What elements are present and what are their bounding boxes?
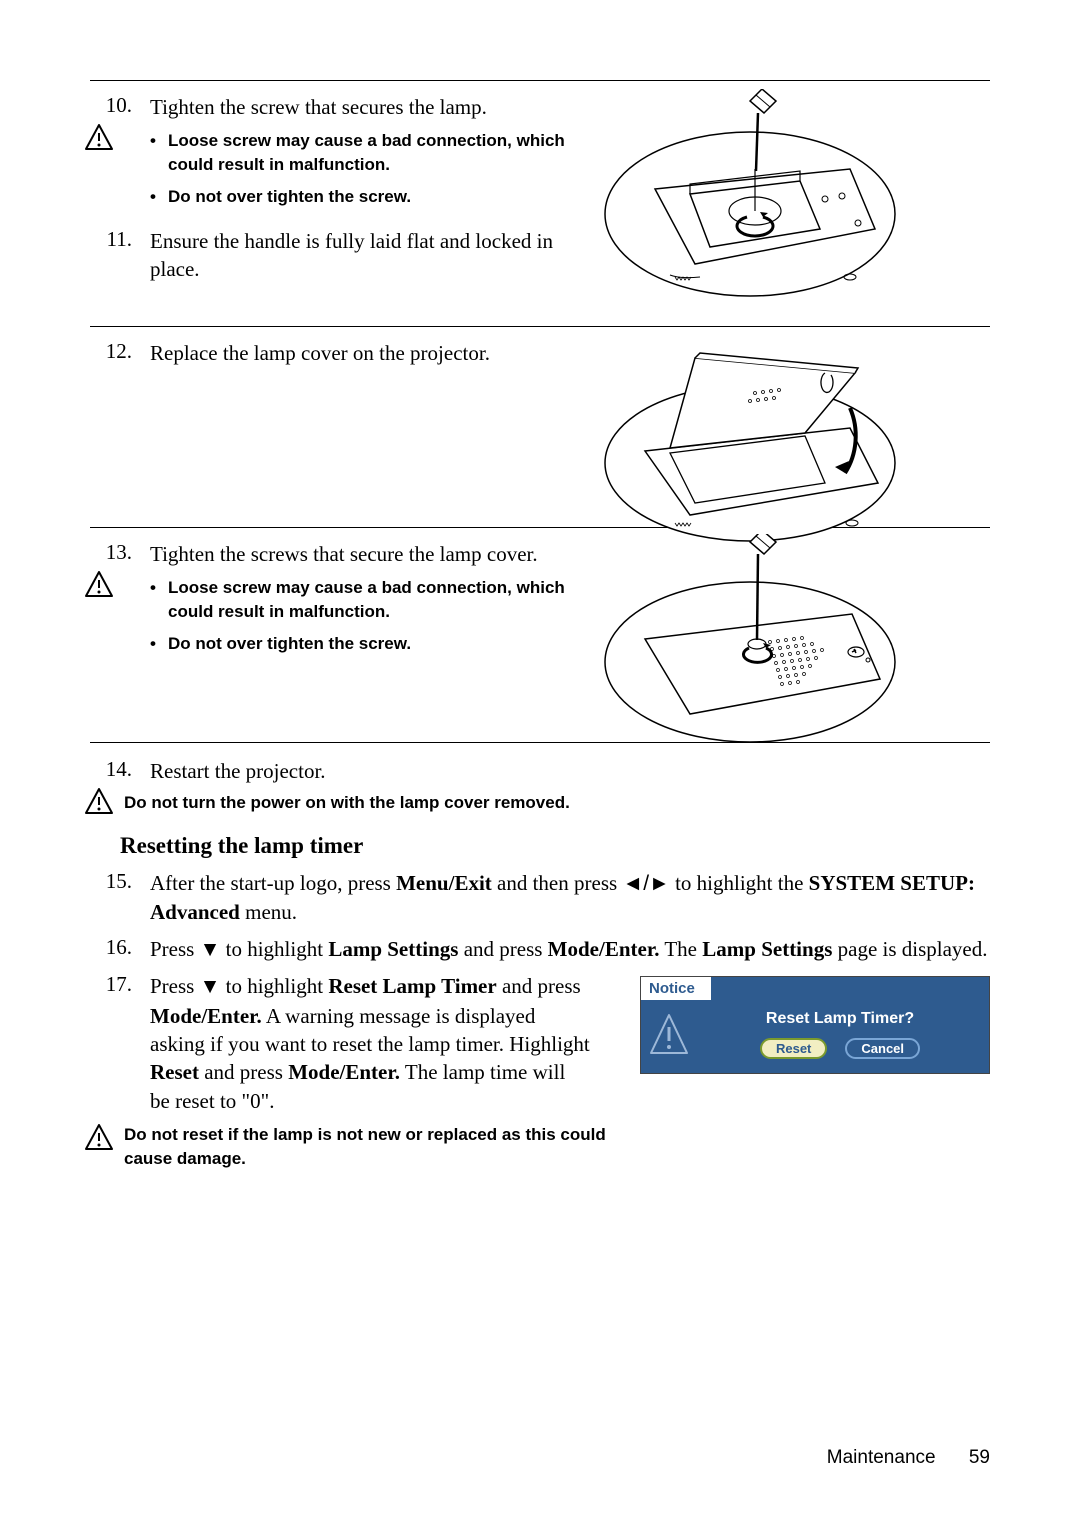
- reset-button[interactable]: Reset: [760, 1038, 827, 1059]
- dialog-question: Reset Lamp Timer?: [699, 1010, 981, 1028]
- caution-text: Do not turn the power on with the lamp c…: [124, 791, 990, 815]
- caution-text: Do not over tighten the screw.: [168, 185, 590, 209]
- step-text: Tighten the screw that secures the lamp.: [150, 93, 580, 121]
- bullet: •: [150, 576, 168, 600]
- illustration-tighten-cover-screw: [600, 534, 900, 744]
- page-number: 59: [969, 1447, 990, 1468]
- bullet: •: [150, 129, 168, 153]
- warning-icon: [649, 1013, 689, 1057]
- illustration-tighten-lamp-screw: [600, 89, 900, 299]
- step-text: Press ▼ to highlight Reset Lamp Timer an…: [150, 972, 590, 1115]
- step-number: 13.: [90, 540, 150, 565]
- step-text: After the start-up logo, press Menu/Exit…: [150, 869, 990, 927]
- illustration-replace-cover: [600, 333, 900, 543]
- reset-lamp-dialog: Notice Reset Lamp Timer? Reset Cancel: [640, 976, 990, 1074]
- step-number: 14.: [90, 757, 150, 782]
- caution-text: Do not reset if the lamp is not new or r…: [124, 1123, 614, 1171]
- caution-icon: [84, 787, 114, 817]
- step-number: 11.: [90, 227, 150, 252]
- step-text: Restart the projector.: [150, 757, 990, 785]
- step-text: Replace the lamp cover on the projector.: [150, 339, 580, 367]
- page-footer: Maintenance 59: [827, 1447, 990, 1469]
- caution-text: Do not over tighten the screw.: [168, 632, 590, 656]
- bullet: •: [150, 185, 168, 209]
- step-number: 10.: [90, 93, 150, 118]
- step-text: Tighten the screws that secure the lamp …: [150, 540, 580, 568]
- step-number: 12.: [90, 339, 150, 364]
- step-number: 16.: [90, 935, 150, 960]
- section-name: Maintenance: [827, 1447, 936, 1468]
- caution-text: Loose screw may cause a bad connection, …: [168, 576, 590, 624]
- bullet: •: [150, 632, 168, 656]
- subheading: Resetting the lamp timer: [120, 833, 990, 859]
- cancel-button[interactable]: Cancel: [845, 1038, 920, 1059]
- step-text: Press ▼ to highlight Lamp Settings and p…: [150, 935, 990, 964]
- step-text: Ensure the handle is fully laid flat and…: [150, 227, 580, 284]
- caution-icon: [84, 123, 114, 153]
- dialog-title: Notice: [641, 977, 711, 1000]
- caution-text: Loose screw may cause a bad connection, …: [168, 129, 590, 177]
- caution-icon: [84, 1123, 114, 1153]
- caution-icon: [84, 570, 114, 600]
- step-number: 17.: [90, 972, 150, 997]
- step-number: 15.: [90, 869, 150, 894]
